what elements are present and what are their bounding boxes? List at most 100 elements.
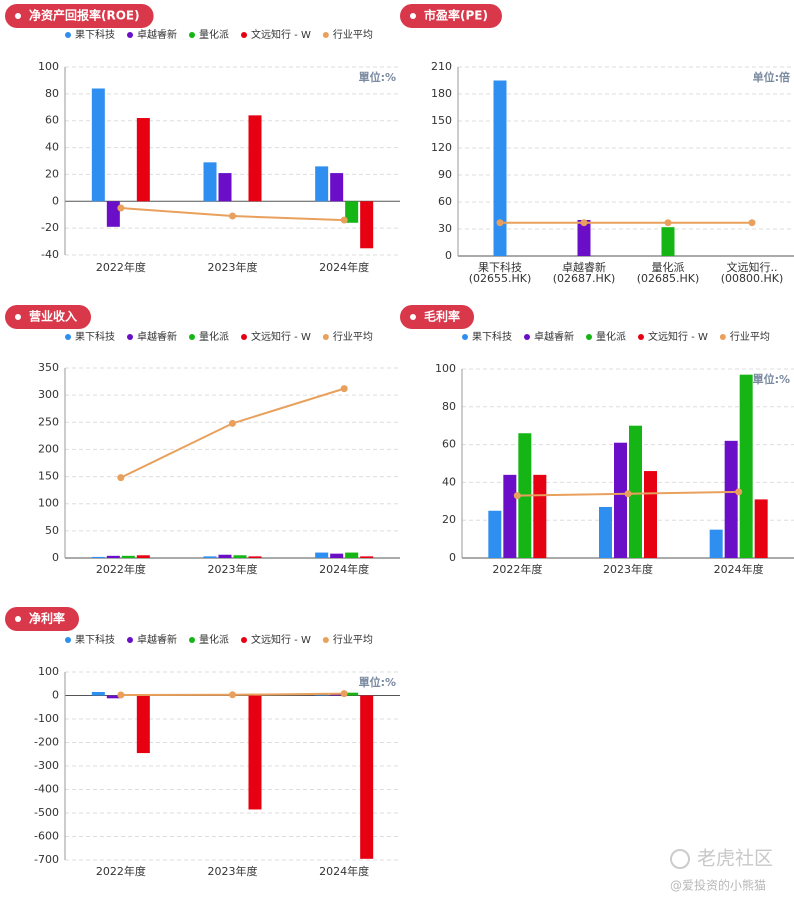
bar [330,553,344,558]
bar [661,227,675,256]
bar [360,556,374,558]
title-pill [5,607,80,631]
bar [106,695,120,699]
legend-marker [65,637,71,643]
bar [360,695,374,859]
legend-label: 文远知行 - W [648,330,708,343]
y-tick-label: 50 [45,524,59,537]
legend-label: 量化派 [596,330,626,343]
y-tick-label: -100 [34,712,59,725]
title-pill [400,305,475,329]
chart-title: 毛利率 [424,309,460,324]
legend-label: 卓越睿新 [137,330,177,343]
average-point [117,204,125,212]
legend-marker [241,334,247,340]
legend-label: 文远知行 - W [251,633,311,646]
average-point [229,691,236,699]
legend-label: 量化派 [199,28,229,41]
average-point [664,219,672,227]
chart-title: 营业收入 [29,309,77,324]
bar [136,555,150,558]
y-tick-label: -20 [41,221,59,234]
bar [91,88,105,202]
legend-label: 行业平均 [730,330,770,343]
legend-marker [189,637,195,643]
y-tick-label: 100 [38,497,59,510]
average-point [340,690,348,698]
bar [315,166,329,202]
y-tick-label: 120 [431,141,452,154]
y-tick-label: 100 [38,60,59,73]
bar [533,474,547,558]
title-dot [15,314,21,320]
y-tick-label: -500 [34,806,59,819]
average-point [513,492,521,500]
bar [629,425,642,558]
unit-annotation: 單位:% [753,372,790,386]
x-tick-label: 2022年度 [96,562,146,576]
x-tick-label: 2024年度 [319,562,369,576]
bar [724,440,738,558]
title-pill [5,305,92,329]
legend-label: 量化派 [199,330,229,343]
x-tick-label: 文远知行.. [727,260,778,274]
average-point [735,488,743,496]
y-tick-label: 40 [442,475,456,488]
y-tick-label: 150 [431,114,452,127]
bar [614,442,627,558]
bar [754,499,768,558]
watermark-logo: 老虎社区 [697,848,773,870]
average-point [340,385,348,393]
bar [136,118,150,202]
title-dot [410,13,416,19]
y-tick-label: 0 [445,249,452,262]
bar [330,173,344,202]
title-pill [400,4,502,28]
watermark-icon [670,849,690,869]
bar [709,529,723,558]
x-tick-label: (00800.HK) [721,272,784,285]
legend-label: 卓越睿新 [137,633,177,646]
legend-label: 果下科技 [75,28,115,41]
legend-label: 卓越睿新 [534,330,574,343]
y-tick-label: 250 [38,415,59,428]
legend-label: 行业平均 [333,633,373,646]
x-tick-label: 2024年度 [319,260,369,274]
average-point [229,419,236,427]
y-tick-label: 20 [45,167,59,180]
x-tick-label: 2024年度 [714,562,764,576]
bar [315,552,329,558]
legend-marker [241,637,247,643]
x-tick-label: 2023年度 [603,562,653,576]
watermark-author: @爱投资的小熊猫 [670,878,766,893]
y-tick-label: 210 [431,60,452,73]
average-point [229,212,236,220]
bar [248,695,262,810]
title-dot [410,314,416,320]
legend-label: 果下科技 [472,330,512,343]
y-tick-label: 0 [52,689,59,702]
bar [360,201,374,249]
legend-marker [189,32,195,38]
y-tick-label: 20 [442,513,456,526]
bar [203,162,217,202]
legend-marker [241,32,247,38]
bar [345,201,359,223]
average-point [117,474,125,482]
x-tick-label: 2024年度 [319,864,369,878]
y-tick-label: 100 [435,362,456,375]
legend-marker [638,334,644,340]
average-point [496,219,504,227]
y-tick-label: 300 [38,388,59,401]
bar [488,510,502,558]
x-tick-label: 2022年度 [96,260,146,274]
legend-marker [65,32,71,38]
legend-marker [719,334,726,340]
legend-label: 卓越睿新 [137,28,177,41]
y-tick-label: 30 [438,222,452,235]
bar [218,554,232,558]
bar [577,220,591,256]
